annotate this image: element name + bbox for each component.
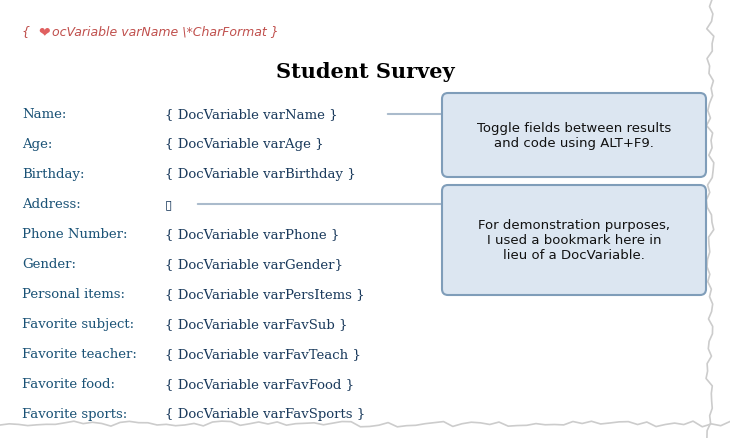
Text: Name:: Name: — [22, 108, 66, 121]
Text: { DocVariable varPersItems }: { DocVariable varPersItems } — [165, 288, 364, 301]
Text: Personal items:: Personal items: — [22, 288, 125, 301]
Text: { DocVariable varName }: { DocVariable varName } — [165, 108, 337, 121]
Text: For demonstration purposes,
I used a bookmark here in
lieu of a DocVariable.: For demonstration purposes, I used a boo… — [478, 219, 670, 262]
Text: ocVariable varName \*CharFormat }: ocVariable varName \*CharFormat } — [52, 25, 279, 39]
Text: { DocVariable varAge }: { DocVariable varAge } — [165, 138, 323, 151]
Text: Favorite food:: Favorite food: — [22, 378, 115, 391]
Text: { DocVariable varFavFood }: { DocVariable varFavFood } — [165, 378, 354, 391]
Text: { DocVariable varFavSports }: { DocVariable varFavSports } — [165, 408, 365, 420]
Text: Birthday:: Birthday: — [22, 168, 85, 181]
Text: { DocVariable varGender}: { DocVariable varGender} — [165, 258, 343, 271]
Text: Address:: Address: — [22, 198, 81, 211]
Text: ❤: ❤ — [38, 25, 50, 39]
Text: {: { — [22, 25, 34, 39]
Text: Student Survey: Student Survey — [276, 62, 454, 82]
Text: Gender:: Gender: — [22, 258, 76, 271]
Text: Favorite subject:: Favorite subject: — [22, 318, 134, 331]
Text: Favorite sports:: Favorite sports: — [22, 408, 127, 420]
FancyBboxPatch shape — [442, 186, 706, 295]
FancyBboxPatch shape — [442, 94, 706, 177]
Text: Toggle fields between results
and code using ALT+F9.: Toggle fields between results and code u… — [477, 122, 671, 150]
Text: { DocVariable varPhone }: { DocVariable varPhone } — [165, 228, 339, 241]
Text: { DocVariable varFavTeach }: { DocVariable varFavTeach } — [165, 348, 361, 360]
Text: Favorite teacher:: Favorite teacher: — [22, 348, 137, 360]
Text: { DocVariable varBirthday }: { DocVariable varBirthday } — [165, 168, 356, 181]
Text: ▯: ▯ — [165, 198, 172, 211]
Text: { DocVariable varFavSub }: { DocVariable varFavSub } — [165, 318, 347, 331]
Text: Phone Number:: Phone Number: — [22, 228, 128, 241]
Text: Age:: Age: — [22, 138, 53, 151]
